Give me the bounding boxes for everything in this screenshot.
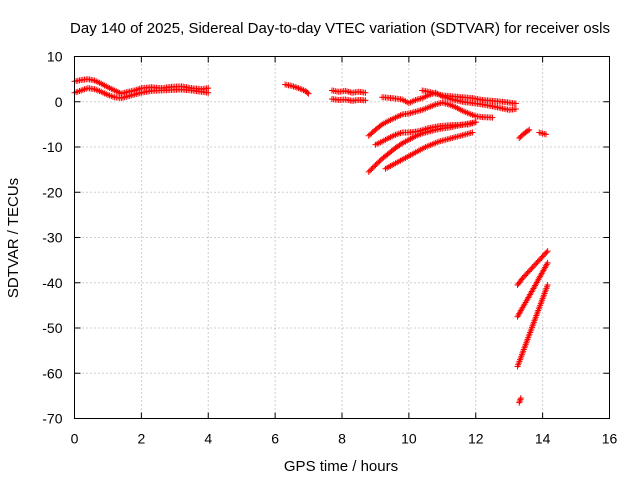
- plot-frame: [74, 56, 610, 419]
- y-tick-label: -50: [42, 320, 62, 336]
- data-point-marker: [544, 282, 551, 289]
- data-point-marker: [365, 168, 372, 175]
- data-point-marker: [472, 119, 479, 126]
- data-point-marker: [530, 263, 537, 270]
- data-point-marker: [535, 257, 542, 264]
- data-point-marker: [544, 248, 551, 255]
- chart-title: Day 140 of 2025, Sidereal Day-to-day VTE…: [70, 20, 610, 37]
- data-point-marker: [524, 127, 531, 134]
- data-segment: [536, 129, 549, 138]
- data-point-marker: [528, 265, 535, 272]
- data-point-marker: [369, 164, 376, 171]
- data-point-marker: [529, 264, 536, 271]
- y-tick-label: -20: [42, 184, 62, 200]
- data-point-marker: [534, 258, 541, 265]
- data-point-marker: [367, 167, 374, 174]
- y-tick-label: -30: [42, 230, 62, 246]
- data-point-marker: [368, 166, 375, 173]
- data-point-marker: [533, 260, 540, 267]
- data-segment: [365, 99, 496, 139]
- data-point-marker: [540, 252, 547, 259]
- x-tick-label: 4: [204, 431, 212, 447]
- data-point-marker: [519, 275, 526, 282]
- x-tick-label: 6: [271, 431, 279, 447]
- y-tick-labels: 10 0 -10 -20 -30 -40 -50 -60 -70: [42, 49, 62, 427]
- data-point-marker: [542, 131, 549, 138]
- data-segment: [365, 119, 479, 175]
- data-segment: [419, 87, 519, 107]
- data-point-marker: [517, 396, 524, 403]
- data-point-marker: [520, 273, 527, 280]
- y-tick-label: -70: [42, 411, 62, 427]
- y-tick-label: 10: [47, 49, 63, 65]
- data-segment: [514, 259, 551, 320]
- data-point-marker: [371, 163, 378, 170]
- data-point-marker: [537, 256, 544, 263]
- data-point-marker: [397, 141, 404, 148]
- data-point-marker: [544, 259, 551, 266]
- x-tick-label: 12: [468, 431, 484, 447]
- data-point-marker: [542, 250, 549, 257]
- data-point-marker: [372, 162, 379, 169]
- data-points: [71, 76, 551, 406]
- data-segment: [282, 81, 312, 97]
- data-point-marker: [205, 89, 212, 96]
- data-point-marker: [305, 90, 312, 97]
- x-axis-label: GPS time / hours: [284, 458, 398, 475]
- data-point-marker: [304, 89, 311, 96]
- y-tick-label: 0: [55, 94, 63, 110]
- x-tick-label: 8: [338, 431, 346, 447]
- data-point-marker: [362, 97, 369, 104]
- x-tick-label: 14: [535, 431, 551, 447]
- data-segment: [382, 129, 476, 172]
- data-segment: [516, 126, 533, 141]
- data-point-marker: [469, 129, 476, 136]
- data-point-marker: [525, 268, 532, 275]
- data-point-marker: [375, 159, 382, 166]
- data-segment: [514, 282, 551, 370]
- data-point-marker: [377, 122, 384, 129]
- y-tick-label: -40: [42, 275, 62, 291]
- data-segment: [514, 248, 551, 289]
- y-axis-label: SDTVAR / TECUs: [5, 178, 22, 298]
- data-point-marker: [362, 89, 369, 96]
- data-point-marker: [376, 158, 383, 165]
- y-tick-label: -60: [42, 365, 62, 381]
- data-point-marker: [512, 105, 519, 112]
- data-point-marker: [526, 126, 533, 133]
- data-segment: [516, 395, 524, 406]
- data-segment: [328, 96, 369, 104]
- x-tick-label: 16: [602, 431, 618, 447]
- data-point-marker: [524, 269, 531, 276]
- grid-lines: [74, 56, 610, 419]
- data-point-marker: [539, 253, 546, 260]
- data-point-marker: [516, 398, 523, 405]
- x-tick-label: 2: [137, 431, 145, 447]
- data-point-marker: [527, 267, 534, 274]
- data-point-marker: [512, 100, 519, 107]
- y-tick-label: -10: [42, 139, 62, 155]
- data-point-marker: [543, 249, 550, 256]
- data-point-marker: [523, 271, 530, 278]
- x-tick-label: 10: [401, 431, 417, 447]
- data-point-marker: [517, 395, 524, 402]
- data-segment: [71, 85, 212, 102]
- x-tick-label: 0: [71, 431, 79, 447]
- data-point-marker: [489, 114, 496, 121]
- data-point-marker: [522, 272, 529, 279]
- data-segment: [328, 87, 369, 96]
- data-point-marker: [532, 261, 539, 268]
- data-point-marker: [538, 254, 545, 261]
- data-point-marker: [373, 160, 380, 167]
- x-tick-labels: 0 2 4 6 8 10 12 14 16: [71, 431, 618, 447]
